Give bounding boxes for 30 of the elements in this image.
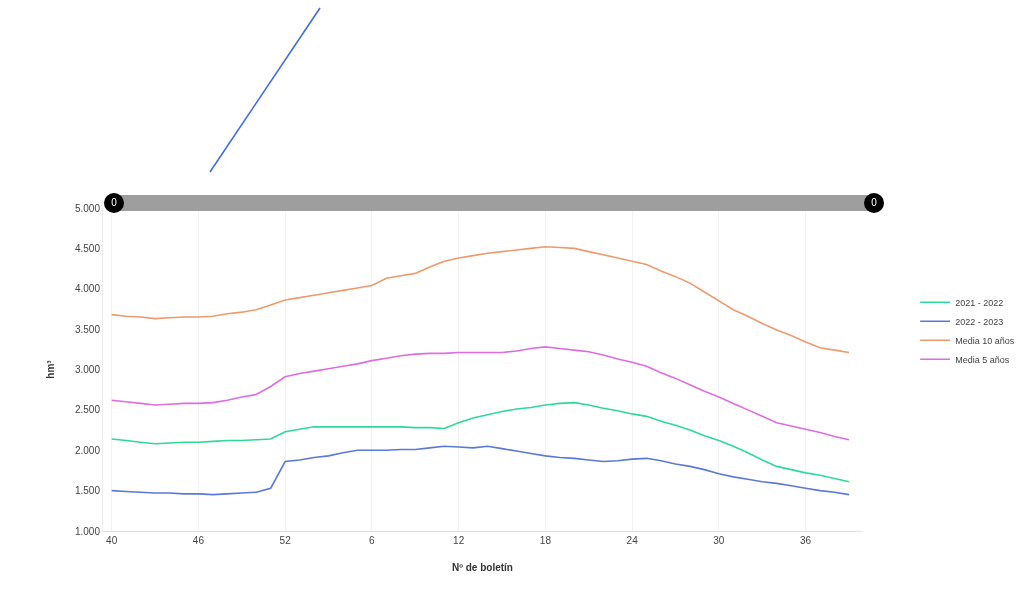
x-tick-label: 24: [626, 535, 639, 546]
legend-label: Media 5 años: [955, 354, 1010, 365]
legend-label: 2022 - 2023: [955, 316, 1004, 327]
y-tick-label: 3.500: [74, 323, 101, 335]
x-tick-label: 46: [192, 535, 205, 546]
line-series: [110, 245, 850, 354]
annotation: 0: [104, 193, 124, 213]
y-axis-title: hm³: [44, 359, 56, 379]
y-tick-label: 2.500: [74, 404, 101, 416]
x-tick-label: 6: [369, 535, 376, 546]
x-tick-label: 40: [106, 535, 118, 546]
x-tick-label: 36: [800, 535, 812, 546]
line-series: [110, 401, 850, 483]
legend-label: Media 10 años: [955, 335, 1015, 346]
x-tick-label: 52: [279, 535, 292, 546]
x-tick-label: 12: [453, 535, 465, 546]
x-tick-label: 18: [539, 535, 552, 546]
x-axis-title: Nº de boletín: [452, 561, 513, 573]
y-tick-label: 4.000: [74, 283, 101, 295]
line-series: [110, 445, 850, 496]
y-tick-label: 4.500: [74, 242, 101, 254]
x-tick-label: 30: [713, 535, 725, 546]
y-tick-label: 1.000: [74, 525, 101, 537]
range-slider: 0 0: [104, 193, 884, 213]
y-tick-label: 2.000: [74, 444, 101, 456]
y-tick-label: 5.000: [74, 202, 101, 214]
y-tick-label: 1.500: [74, 485, 101, 497]
line-series: [110, 346, 850, 441]
y-tick-label: 3.000: [74, 364, 101, 375]
legend-label: 2021 - 2022: [955, 297, 1004, 308]
